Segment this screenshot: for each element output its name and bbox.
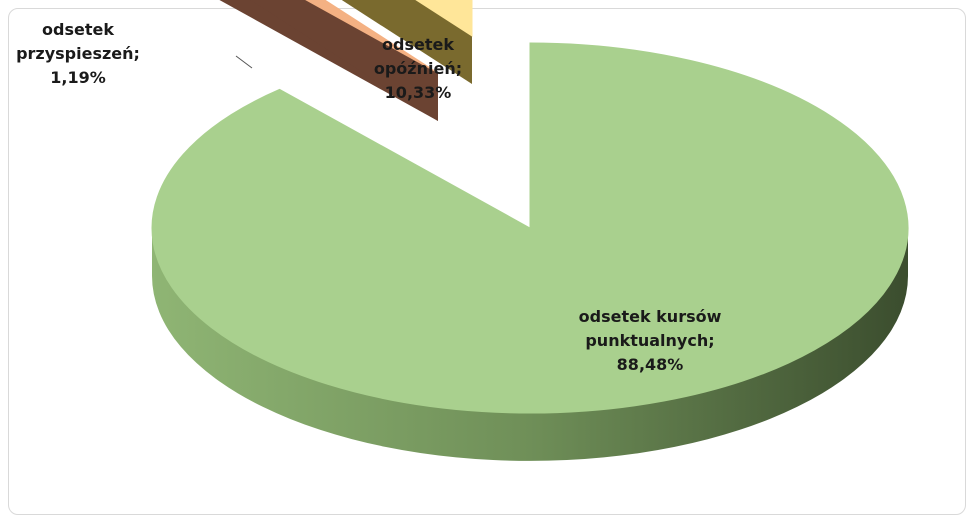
pie-slice-label-3: odsetek opóźnień; 10,33% (374, 35, 462, 102)
pie-slice-label-line: odsetek kursów (579, 307, 722, 326)
pie-slice-label-line: 1,19% (50, 68, 106, 87)
pie-slice-2[interactable] (188, 0, 439, 74)
pie-slice-cut-2-1 (219, 0, 438, 121)
leader-line (235, 55, 253, 69)
pie-slice-label-line: odsetek (382, 35, 454, 54)
pie-slice-label-line: punktualnych; (585, 331, 714, 350)
pie-slice-side-1 (152, 228, 908, 461)
pie-slice-cut-3-1 (341, 0, 472, 84)
pie-slice-1[interactable] (151, 42, 909, 414)
pie-slice-label-line: przyspieszeń; (16, 44, 140, 63)
pie-slice-label-2: odsetek przyspieszeń; 1,19% (16, 20, 140, 87)
pie-slice-cut-2-2 (250, 0, 438, 121)
pie-slice-label-line: 88,48% (617, 355, 684, 374)
pie-slice-label-1: odsetek kursów punktualnych; 88,48% (579, 307, 722, 374)
pie-slice-label-line: odsetek (42, 20, 114, 39)
pie-labels: odsetek kursów punktualnych; 88,48%odsetek… (16, 20, 722, 374)
pie-top-faces (151, 0, 909, 414)
pie-slice-label-line: 10,33% (385, 83, 452, 102)
pie-slice-3[interactable] (244, 0, 473, 37)
pie-slice-label-line: opóźnień; (374, 59, 462, 78)
